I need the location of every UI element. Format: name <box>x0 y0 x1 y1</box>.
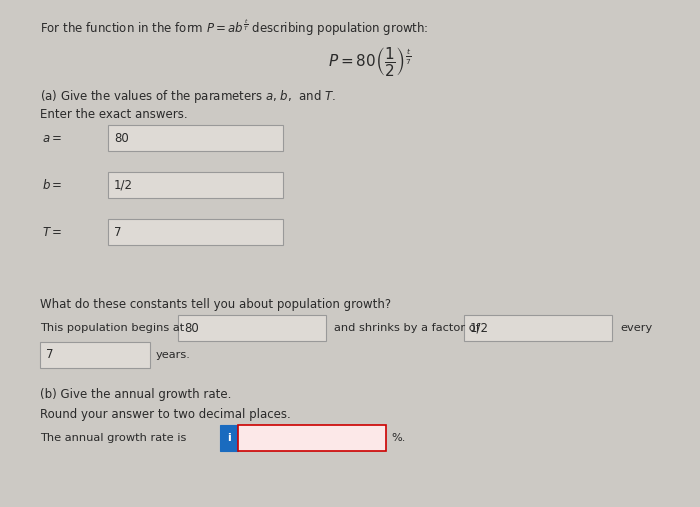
Text: The annual growth rate is: The annual growth rate is <box>40 433 186 443</box>
Text: and shrinks by a factor of: and shrinks by a factor of <box>334 323 480 333</box>
Text: 7: 7 <box>46 348 53 361</box>
Text: $b =$: $b =$ <box>42 178 62 192</box>
Text: $a =$: $a =$ <box>42 131 62 144</box>
Text: 80: 80 <box>184 321 199 335</box>
Text: 80: 80 <box>114 131 129 144</box>
FancyBboxPatch shape <box>220 425 238 451</box>
Text: every: every <box>620 323 652 333</box>
Text: (b) Give the annual growth rate.: (b) Give the annual growth rate. <box>40 388 232 401</box>
FancyBboxPatch shape <box>178 315 326 341</box>
Text: Round your answer to two decimal places.: Round your answer to two decimal places. <box>40 408 290 421</box>
FancyBboxPatch shape <box>238 425 386 451</box>
FancyBboxPatch shape <box>108 219 283 245</box>
FancyBboxPatch shape <box>464 315 612 341</box>
Text: i: i <box>227 433 231 443</box>
Text: $P = 80\left(\dfrac{1}{2}\right)^{\frac{t}{7}}$: $P = 80\left(\dfrac{1}{2}\right)^{\frac{… <box>328 45 412 78</box>
Text: %.: %. <box>391 433 405 443</box>
Text: 1/2: 1/2 <box>114 178 133 192</box>
FancyBboxPatch shape <box>40 342 150 368</box>
FancyBboxPatch shape <box>108 172 283 198</box>
Text: 7: 7 <box>114 226 122 238</box>
Text: years.: years. <box>156 350 191 360</box>
FancyBboxPatch shape <box>108 125 283 151</box>
Text: What do these constants tell you about population growth?: What do these constants tell you about p… <box>40 298 391 311</box>
Text: This population begins at: This population begins at <box>40 323 184 333</box>
Text: (a) Give the values of the parameters $a$, $b$,  and $T$.: (a) Give the values of the parameters $a… <box>40 88 336 105</box>
Text: Enter the exact answers.: Enter the exact answers. <box>40 108 188 121</box>
Text: For the function in the form $P = ab^{\frac{t}{T}}$ describing population growth: For the function in the form $P = ab^{\f… <box>40 18 428 38</box>
Text: $T =$: $T =$ <box>42 226 62 238</box>
Text: 1/2: 1/2 <box>470 321 489 335</box>
